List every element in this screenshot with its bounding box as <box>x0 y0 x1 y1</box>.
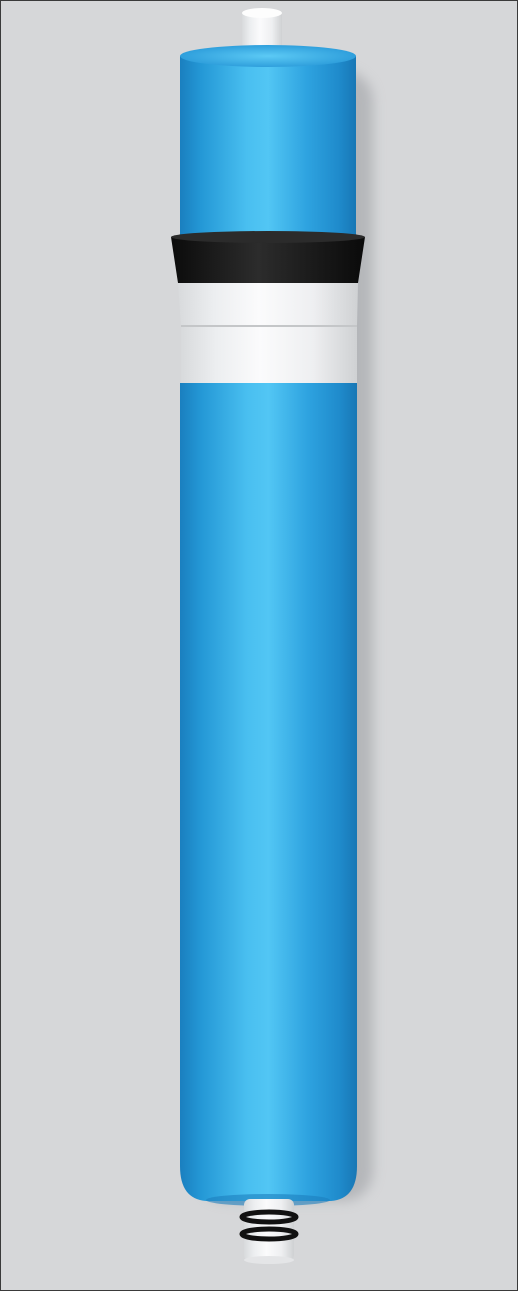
bottom-fitting <box>239 1199 299 1264</box>
o-ring-upper <box>239 1209 299 1225</box>
end-cap-lower <box>181 327 357 383</box>
upper-blue-housing <box>180 45 356 238</box>
end-cap-upper <box>178 283 358 327</box>
brine-seal <box>171 231 365 283</box>
o-ring-lower <box>239 1226 299 1242</box>
top-tube <box>242 8 282 51</box>
main-blue-housing <box>180 383 357 1206</box>
